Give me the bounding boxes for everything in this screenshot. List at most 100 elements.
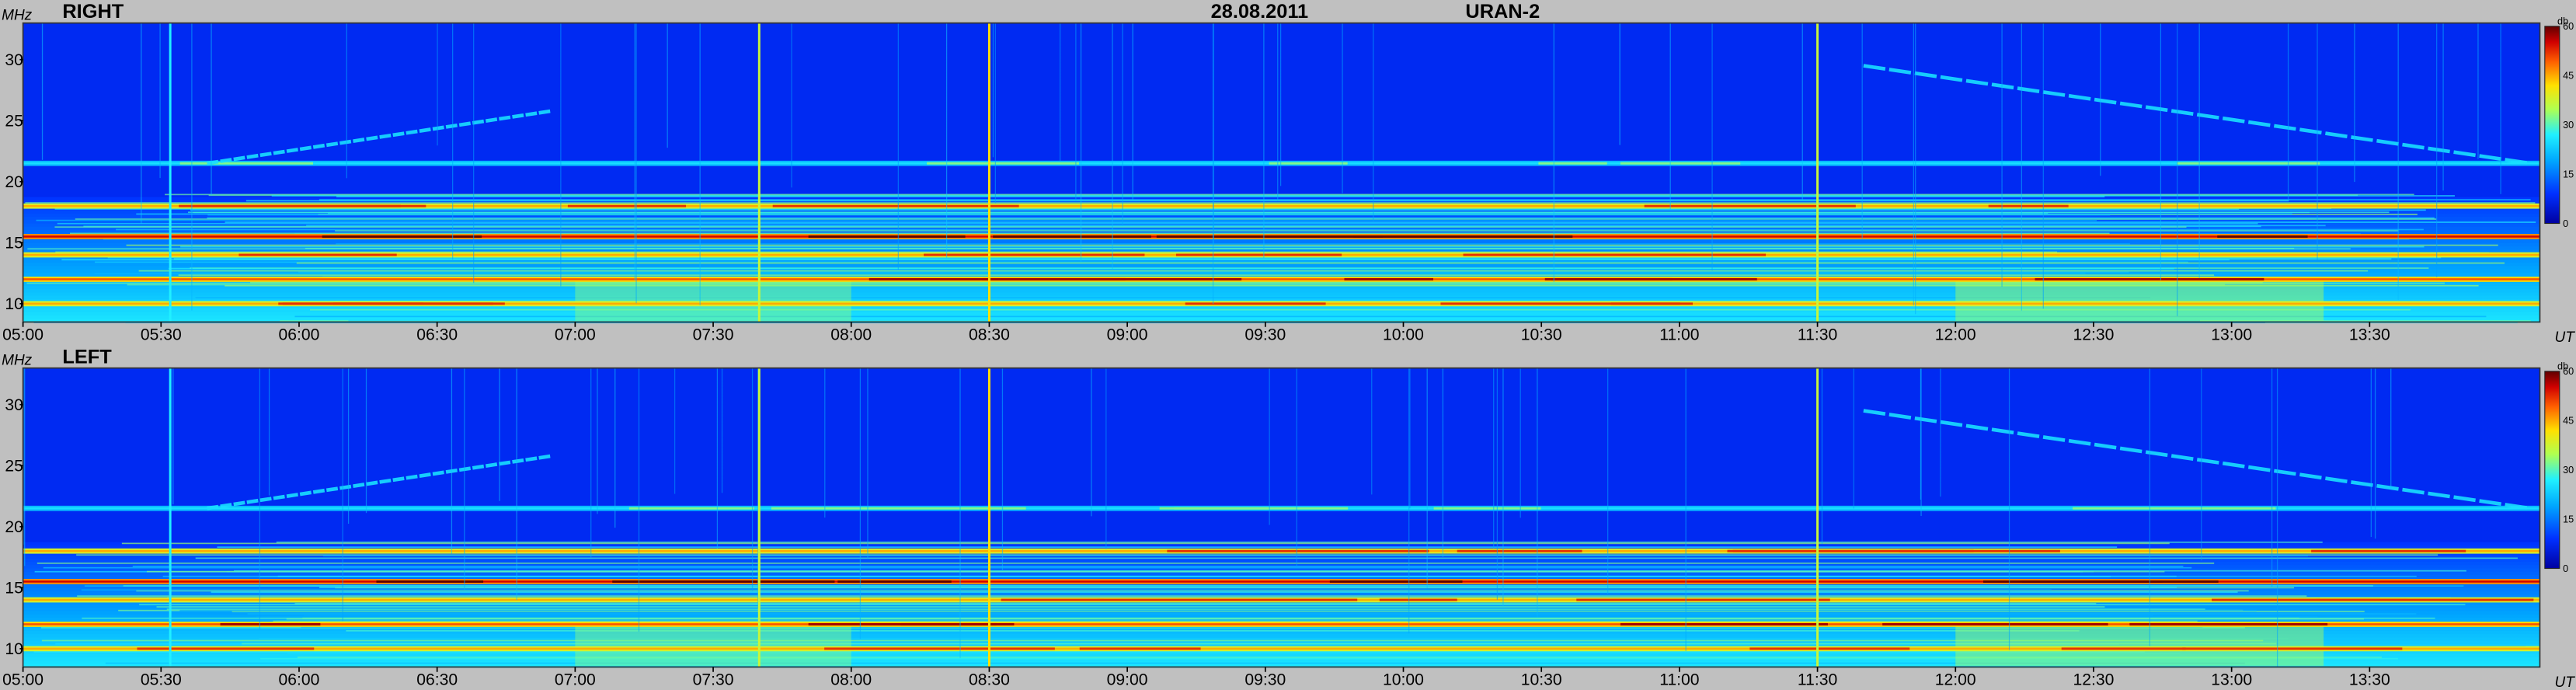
background-row [23,263,2540,267]
drift-feature-segment [2042,90,2066,97]
drift-feature-segment [273,494,285,500]
observation-date: 28.08.2011 [1211,1,1309,23]
background-row [23,404,2540,409]
texture-line [271,195,2455,197]
background-row [23,476,2540,481]
band-segment [1159,507,1349,510]
x-tick-label: 13:00 [2211,326,2252,344]
drift-feature-segment [1914,416,1937,423]
band-segment [1576,598,1830,601]
drift-feature-segment [2119,101,2143,109]
texture-line [297,657,2382,658]
texture-line [105,662,2245,664]
vertical-striation [674,368,676,494]
drift-feature-segment [1888,413,1912,420]
background-row [23,157,2540,162]
background-row [23,653,2540,658]
drift-feature-segment [2017,86,2040,93]
vertical-striation [1409,368,1411,509]
background-row [23,591,2540,596]
band-segment [2212,598,2408,601]
background-row [23,384,2540,389]
vertical-striation [2201,368,2202,561]
drift-feature-segment [207,159,219,166]
background-row [23,183,2540,189]
band-segment [1899,549,2060,552]
drift-feature-segment [2017,431,2040,438]
x-tick-label: 05:00 [2,671,44,689]
band-segment [1079,647,1201,650]
band-segment [869,277,1126,281]
background-row [23,145,2540,149]
vertical-striation [867,368,869,559]
vertical-striation [1105,368,1107,549]
texture-line [178,274,2214,276]
drift-feature-segment [392,131,405,138]
texture-line [195,557,2518,559]
drift-feature-segment [2402,142,2425,150]
band-segment [1988,204,2069,207]
texture-line [138,270,2369,272]
texture-line [225,284,2479,287]
texture-line [107,256,2442,259]
vertical-striation [452,23,454,260]
vertical-striation [1669,23,1671,210]
texture-line [346,629,2080,632]
drift-feature-segment [379,133,392,139]
texture-line [336,242,2130,245]
background-row [23,52,2540,57]
drift-feature-segment [2247,120,2271,127]
background-row [23,650,2540,655]
panel-frame [22,22,2541,323]
drift-feature-segment [2479,499,2501,506]
drift-feature-segment [2196,458,2219,465]
drift-feature-segment [2119,446,2143,454]
drift-feature-segment [2299,472,2322,480]
x-unit-label: UT [2555,329,2576,346]
vertical-striation [499,368,500,501]
texture-line [191,272,2086,274]
texture-line [211,591,2238,593]
panel-title: RIGHT [62,1,124,23]
background-row [23,660,2540,665]
background-row [23,190,2540,195]
band-segment [1440,302,1694,305]
background-row [23,437,2540,441]
vertical-striation [365,368,367,514]
x-tick-label: 07:30 [693,326,734,344]
band-segment [2129,622,2328,626]
drift-feature-segment [259,497,272,503]
vertical-striation [1279,23,1282,186]
instrument-name: URAN-2 [1465,1,1540,23]
y-tick-label: 10 [5,295,23,313]
texture-line [77,595,2307,597]
background-row [23,289,2540,294]
background-row [23,62,2540,67]
band-segment [2182,647,2403,650]
vertical-striation [667,23,668,148]
texture-line [273,620,2198,622]
drift-feature-segment [432,470,444,476]
texture-line [319,587,2177,588]
vertical-striation [2100,23,2101,176]
background-row [23,315,2540,320]
drift-feature-segment [286,148,298,153]
drift-feature-segment [353,138,365,143]
band-segment [1551,277,1673,281]
band-segment [282,302,493,305]
frequency-band-core [23,278,2540,281]
background-row [23,558,2540,563]
x-tick-label: 11:30 [1798,326,1837,344]
drift-feature-segment [406,129,418,135]
background-row [23,305,2540,310]
vertical-striation [2042,23,2044,309]
colorbar-tick-label: 0 [2563,563,2568,574]
x-tick-label: 08:30 [969,326,1010,344]
drift-feature-segment [499,460,511,466]
vertical-striation [1075,23,1077,201]
background-row [23,102,2540,106]
drift-feature-segment [233,500,245,507]
texture-line [234,570,2466,572]
background-row [23,180,2540,185]
